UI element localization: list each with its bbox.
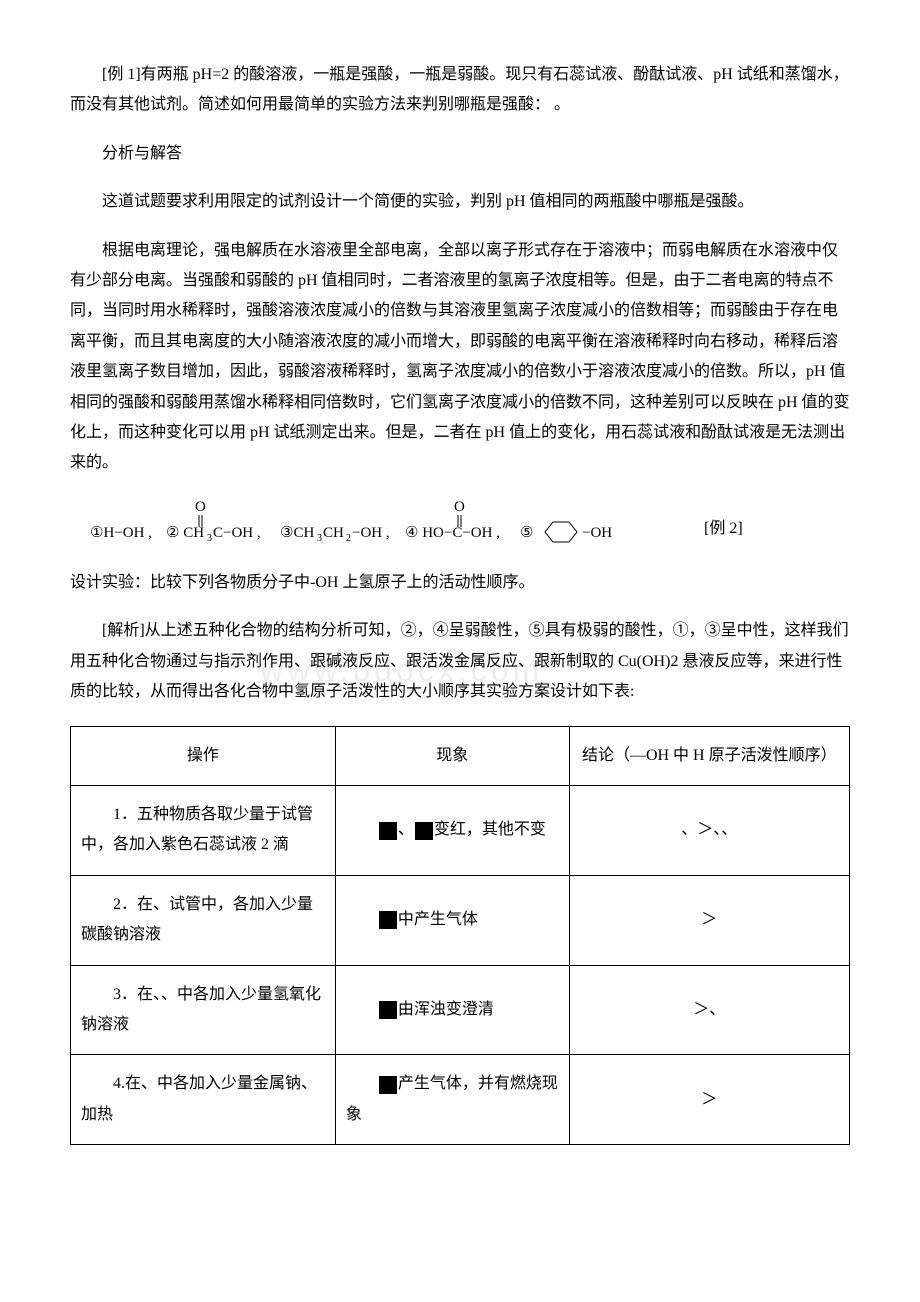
svg-text:O: O <box>195 499 206 515</box>
svg-text:−OH: −OH <box>582 525 612 541</box>
phenomenon-text: 产生气体，并有燃烧现象 <box>346 1075 558 1122</box>
table-row: 3．在、、中各加入少量氢氧化钠溶液 由浑浊变澄清 ＞、 <box>71 965 850 1055</box>
redacted-icon <box>415 822 433 840</box>
svg-text:3: 3 <box>207 533 212 544</box>
formula-svg: ①H−OH , O ② CH 3 C−OH , ③CH 3 CH 2 −OH ,… <box>70 497 670 562</box>
svg-text:C−OH ,: C−OH , <box>213 525 261 541</box>
phenomenon-text: 中产生气体 <box>398 911 478 928</box>
para-intro: 这道试题要求利用限定的试剂设计一个简便的实验，判别 pH 值相同的两瓶酸中哪瓶是… <box>70 187 850 217</box>
redacted-icon <box>379 911 397 929</box>
table-row: 1．五种物质各取少量于试管中，各加入紫色石蕊试液 2 滴 、 变红，其他不变 、＞… <box>71 786 850 876</box>
example1-text: [例 1]有两瓶 pH=2 的酸溶液，一瓶是强酸，一瓶是弱酸。现只有石蕊试液、酚… <box>70 60 850 121</box>
section-heading: 分析与解答 <box>70 139 850 169</box>
svg-text:④ HO−C−OH ,: ④ HO−C−OH , <box>405 525 500 541</box>
svg-text:② CH: ② CH <box>166 525 204 541</box>
svg-text:CH: CH <box>323 525 344 541</box>
cell-result: 、＞、、 <box>569 786 849 876</box>
svg-text:3: 3 <box>317 533 322 544</box>
svg-text:⑤: ⑤ <box>520 525 533 541</box>
cell-op: 2．在、试管中，各加入少量碳酸钠溶液 <box>71 875 336 965</box>
header-phenomenon: 现象 <box>335 726 569 785</box>
redacted-icon <box>379 1001 397 1019</box>
cell-phenomenon: 、 变红，其他不变 <box>335 786 569 876</box>
example2-label: [例 2] <box>704 514 743 544</box>
cell-result: ＞、 <box>569 965 849 1055</box>
table-row: 4.在、中各加入少量金属钠、加热 产生气体，并有燃烧现象 ＞ <box>71 1055 850 1145</box>
cell-phenomenon: 中产生气体 <box>335 875 569 965</box>
experiment-table: 操作 现象 结论（—OH 中 H 原子活泼性顺序） 1．五种物质各取少量于试管中… <box>70 726 850 1146</box>
cell-phenomenon: 由浑浊变澄清 <box>335 965 569 1055</box>
svg-text:③CH: ③CH <box>280 525 314 541</box>
svg-text:O: O <box>454 499 465 515</box>
cell-result: ＞ <box>569 875 849 965</box>
sep: 、 <box>398 821 414 838</box>
cell-op: 4.在、中各加入少量金属钠、加热 <box>71 1055 336 1145</box>
redacted-icon <box>379 822 397 840</box>
cell-op: 1．五种物质各取少量于试管中，各加入紫色石蕊试液 2 滴 <box>71 786 336 876</box>
svg-text:①H−OH ,: ①H−OH , <box>90 525 152 541</box>
para-theory: 根据电离理论，强电解质在水溶液里全部电离，全部以离子形式存在于溶液中；而弱电解质… <box>70 236 850 479</box>
cell-op: 3．在、、中各加入少量氢氧化钠溶液 <box>71 965 336 1055</box>
example2-question: 设计实验：比较下列各物质分子中-OH 上氢原子上的活动性顺序。 <box>70 568 850 598</box>
table-row: 2．在、试管中，各加入少量碳酸钠溶液 中产生气体 ＞ <box>71 875 850 965</box>
cell-phenomenon: 产生气体，并有燃烧现象 <box>335 1055 569 1145</box>
svg-text:2: 2 <box>346 533 351 544</box>
phenomenon-text: 变红，其他不变 <box>434 821 546 838</box>
formula-row: ①H−OH , O ② CH 3 C−OH , ③CH 3 CH 2 −OH ,… <box>70 497 850 562</box>
svg-text:−OH ,: −OH , <box>352 525 390 541</box>
cell-result: ＞ <box>569 1055 849 1145</box>
analysis-para: [解析]从上述五种化合物的结构分析可知，②，④呈弱酸性，⑤具有极弱的酸性，①，③… <box>70 616 850 707</box>
header-result: 结论（—OH 中 H 原子活泼性顺序） <box>569 726 849 785</box>
phenomenon-text: 由浑浊变澄清 <box>398 1001 494 1018</box>
redacted-icon <box>379 1076 397 1094</box>
table-header-row: 操作 现象 结论（—OH 中 H 原子活泼性顺序） <box>71 726 850 785</box>
header-op: 操作 <box>71 726 336 785</box>
